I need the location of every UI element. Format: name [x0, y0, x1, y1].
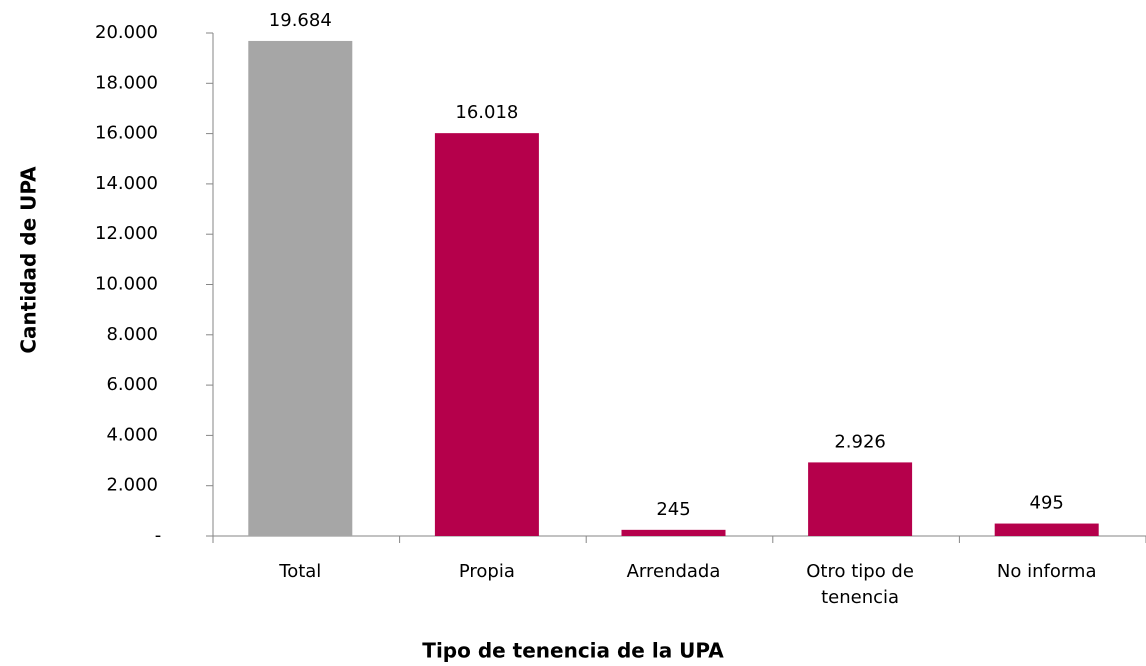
value-label: 2.926	[834, 431, 886, 452]
value-label: 495	[1030, 493, 1064, 514]
y-tick-label: -	[155, 525, 162, 546]
y-tick-label: 4.000	[106, 424, 158, 445]
y-tick-label: 18.000	[95, 72, 158, 93]
y-tick-label: 2.000	[106, 475, 158, 496]
bar	[808, 462, 913, 536]
bar	[434, 133, 539, 537]
y-tick-label: 10.000	[95, 274, 158, 295]
y-tick-label: 14.000	[95, 173, 158, 194]
y-axis-title: Cantidad de UPA	[17, 166, 41, 354]
x-tick-label: Otro tipo de tenencia	[806, 561, 914, 608]
x-tick-label: Propia	[458, 561, 515, 582]
bar	[621, 529, 726, 536]
y-tick-label: 8.000	[106, 324, 158, 345]
bar	[248, 40, 353, 537]
value-label: 19.684	[269, 10, 332, 31]
bar	[994, 523, 1099, 536]
x-axis-title: Tipo de tenencia de la UPA	[422, 639, 724, 663]
y-tick-label: 16.000	[95, 123, 158, 144]
value-label: 16.018	[455, 102, 518, 123]
value-label: 245	[656, 499, 690, 520]
x-tick-label: Arrendada	[626, 561, 721, 582]
y-tick-label: 20.000	[95, 22, 158, 43]
y-tick-label: 12.000	[95, 223, 158, 244]
x-tick-label: No informa	[996, 561, 1097, 582]
y-tick-label: 6.000	[106, 374, 158, 395]
x-tick-label: Total	[279, 561, 322, 582]
